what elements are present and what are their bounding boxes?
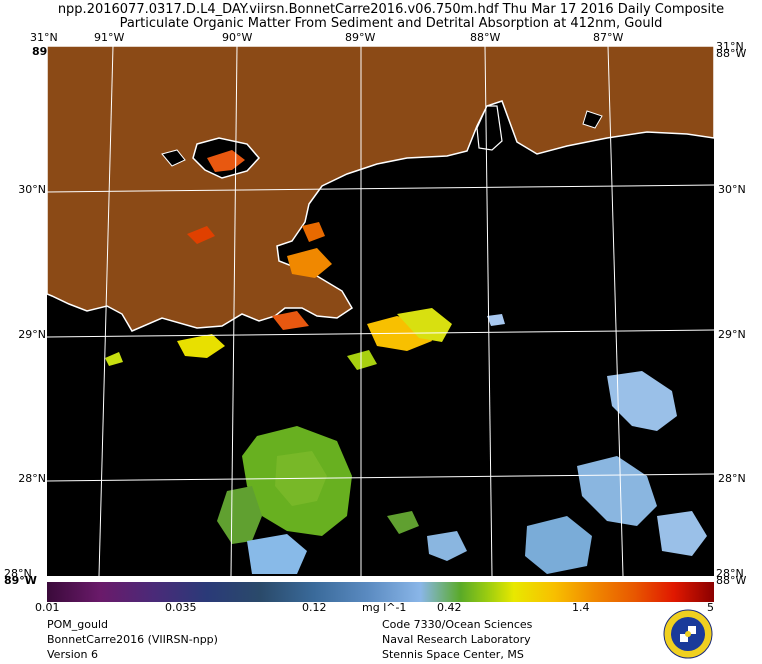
land-mass <box>47 46 714 332</box>
colorbar-tick-2: 0.12 <box>302 601 327 614</box>
lon-label-top-89: 89°W <box>345 31 376 44</box>
colorbar-tick-1: 0.035 <box>165 601 197 614</box>
title-line-1: npp.2016077.0317.D.L4_DAY.viirsn.BonnetC… <box>57 2 725 17</box>
lon-label-top-87: 87°W <box>593 31 624 44</box>
corner-lat-top-right: 31°N <box>716 40 744 53</box>
lat-label-right-29: 29°N <box>718 328 746 341</box>
corner-lon-bottom-right: 88°W <box>716 574 747 587</box>
lon-label-top-91: 91°W <box>94 31 125 44</box>
inner-lake <box>161 149 186 167</box>
graticule <box>47 46 714 576</box>
footer-version: Version 6 <box>47 648 98 661</box>
corner-lon-bottom-left: 89°W <box>4 574 37 587</box>
satellite-map <box>47 46 714 576</box>
naval-research-laboratory-seal-icon <box>663 609 713 659</box>
colorbar-tick-0: 0.01 <box>35 601 60 614</box>
lon-label-top-88: 88°W <box>470 31 501 44</box>
footer-location: Stennis Space Center, MS <box>382 648 524 661</box>
concentration-patches <box>105 150 707 574</box>
colorbar-units: mg l^-1 <box>362 601 407 614</box>
lat-label-right-30: 30°N <box>718 183 746 196</box>
corner-lat-top-left: 31°N <box>30 31 58 44</box>
colorbar-tick-4: 1.4 <box>572 601 590 614</box>
lon-label-top-90: 90°W <box>222 31 253 44</box>
footer-dataset: BonnetCarre2016 (VIIRSN-npp) <box>47 633 218 646</box>
corner-lat-bottom-right: 28°N <box>716 567 744 580</box>
corner-lat-bottom-left: 28°N <box>4 567 32 580</box>
footer-lab: Naval Research Laboratory <box>382 633 531 646</box>
lat-label-left-30: 30°N <box>18 183 46 196</box>
corner-lon-top-right: 88°W <box>716 47 747 60</box>
footer-product: POM_gould <box>47 618 109 631</box>
mobile-bay <box>476 105 503 151</box>
map-canvas <box>47 46 714 576</box>
colorbar-tick-3: 0.42 <box>437 601 462 614</box>
lat-label-left-29: 29°N <box>18 328 46 341</box>
lat-label-right-28: 28°N <box>718 472 746 485</box>
colorbar-tick-5: 5 <box>707 601 714 614</box>
footer-code: Code 7330/Ocean Sciences <box>382 618 533 631</box>
lat-label-left-28: 28°N <box>18 472 46 485</box>
small-lake <box>582 110 603 129</box>
colorbar <box>47 582 714 602</box>
title-line-2: Particulate Organic Matter From Sediment… <box>119 16 663 31</box>
